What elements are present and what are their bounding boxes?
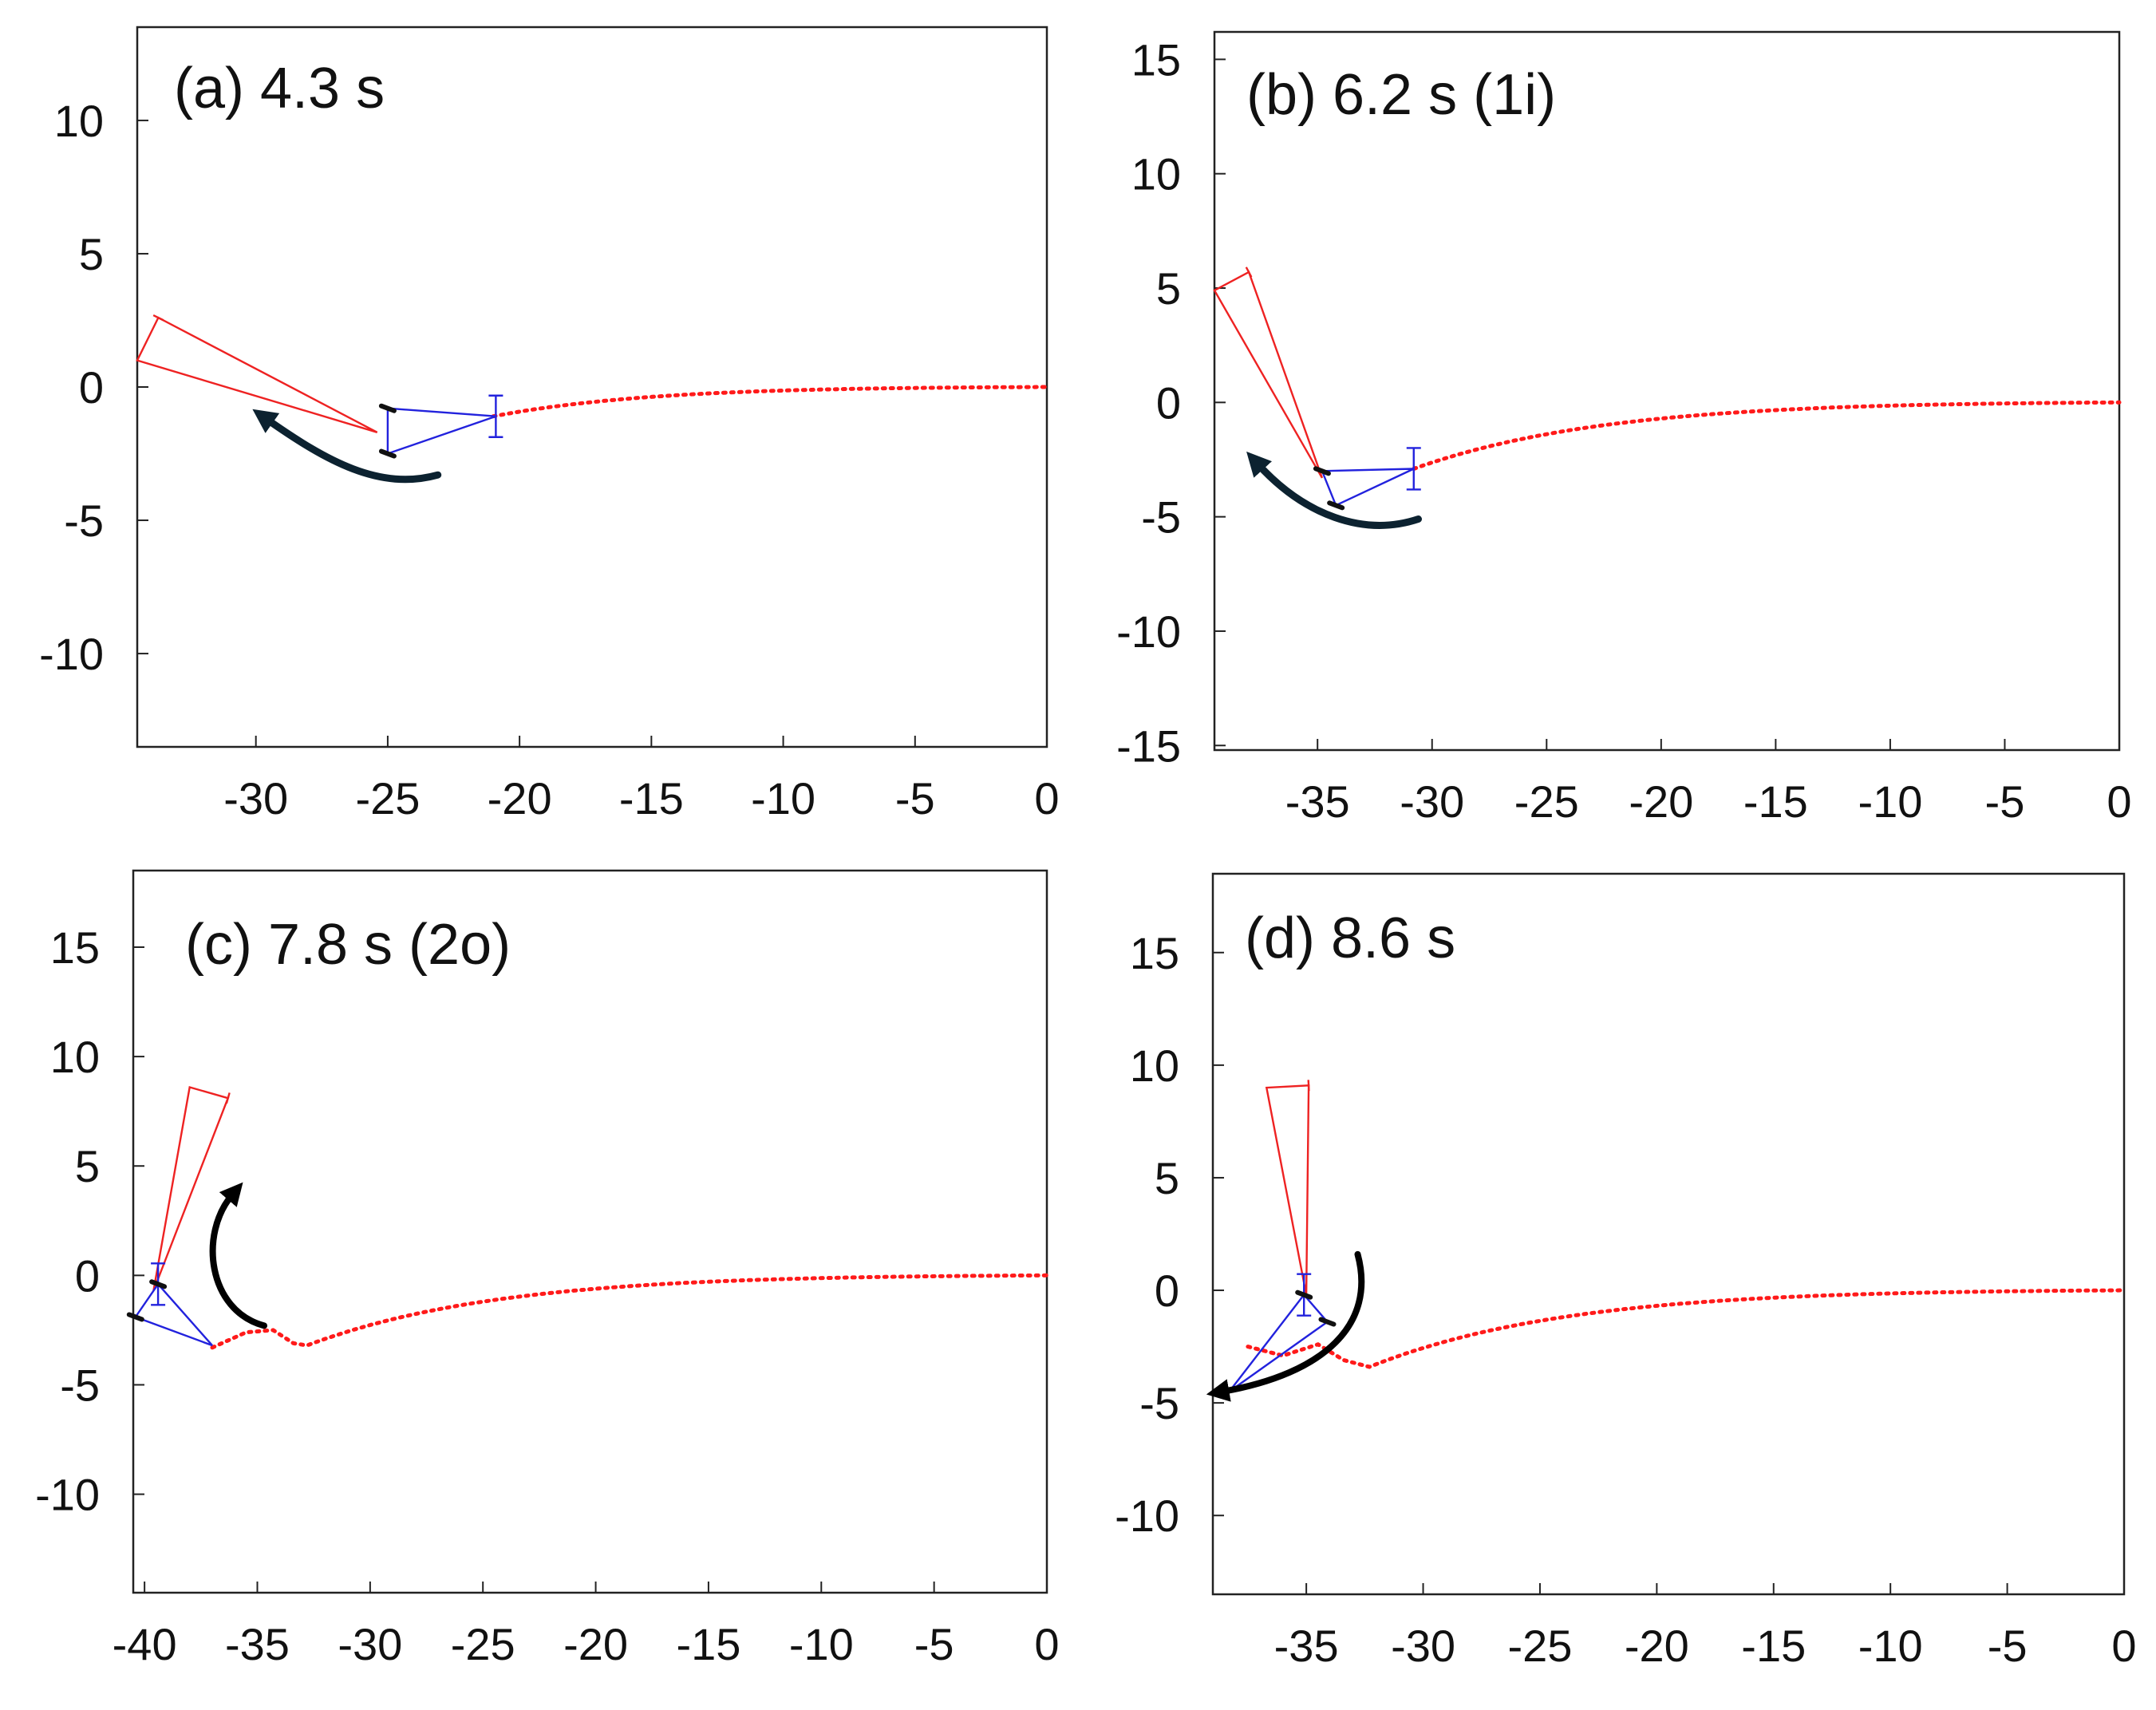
y-tick-label: 15 (1131, 34, 1181, 85)
x-tick-label: -5 (914, 1619, 954, 1669)
blue-link (1321, 468, 1415, 507)
x-tick-label: -10 (751, 773, 815, 823)
x-tick-label: -30 (223, 773, 288, 823)
joint-marker (126, 1312, 144, 1322)
x-tick-label: 0 (1034, 1619, 1059, 1669)
y-tick-label: 5 (79, 229, 104, 279)
joint-marker (378, 403, 397, 413)
x-tick-label: -40 (113, 1619, 177, 1669)
y-tick-label: -5 (60, 1360, 100, 1410)
joint-marker (1313, 466, 1331, 476)
blue-link (133, 1282, 213, 1347)
panel-c-title: (c) 7.8 s (2o) (185, 913, 511, 977)
joint-marker (1295, 1289, 1313, 1300)
x-tick-label: -20 (563, 1619, 628, 1669)
x-tick-label: -15 (1741, 1621, 1806, 1671)
joint-marker (378, 448, 397, 459)
x-tick-label: -15 (619, 773, 684, 823)
x-tick-label: -5 (1988, 1621, 2028, 1671)
x-tick-label: -25 (355, 773, 420, 823)
x-tick-label: -25 (1514, 776, 1579, 827)
y-tick-label: -10 (39, 629, 104, 679)
x-tick-label: -20 (488, 773, 552, 823)
y-tick-label: -5 (64, 496, 104, 546)
rotation-arrow-icon (1246, 451, 1422, 529)
rotation-arrow-icon (1206, 1250, 1365, 1402)
x-tick-label: -5 (1985, 776, 2025, 827)
y-tick-label: 0 (1155, 1266, 1179, 1316)
x-tick-label: 0 (2111, 1621, 2136, 1671)
y-tick-label: 0 (79, 362, 104, 413)
panel-a-title: (a) 4.3 s (174, 57, 385, 120)
panel-d: (d) 8.6 s -35 -30 -25 -20 -15 -10 -5 0 -10 -5 0 5 10… (1115, 872, 2137, 1671)
red-link (136, 316, 378, 433)
red-link (1265, 1084, 1310, 1295)
blue-link (386, 407, 496, 456)
y-tick-label: 10 (1130, 1041, 1179, 1091)
y-tick-label: -10 (35, 1470, 100, 1520)
x-tick-label: -10 (1858, 776, 1922, 827)
joint-marker (1327, 500, 1345, 511)
panel-b: (b) 6.2 s (1i) -35 -30 -25 -20 -15 -10 -5 0-15-… (1116, 30, 2132, 827)
y-tick-label: 15 (50, 922, 100, 973)
x-tick-label: -25 (451, 1619, 515, 1669)
x-tick-label: 0 (1034, 773, 1059, 823)
x-tick-label: -15 (1743, 776, 1808, 827)
red-link-cap (1245, 267, 1253, 278)
y-tick-label: -10 (1116, 606, 1181, 657)
y-tick-label: -10 (1115, 1491, 1179, 1541)
x-tick-label: -20 (1629, 776, 1693, 827)
x-tick-label: -30 (1400, 776, 1464, 827)
x-tick-label: -25 (1507, 1621, 1572, 1671)
panel-b-title: (b) 6.2 s (1i) (1246, 63, 1556, 127)
x-tick-label: -20 (1625, 1621, 1689, 1671)
x-tick-label: -10 (789, 1619, 854, 1669)
y-tick-label: 5 (1156, 263, 1181, 314)
x-tick-label: 0 (2107, 776, 2131, 827)
red-link-cap (225, 1092, 231, 1104)
y-tick-label: 10 (54, 96, 104, 146)
panel-c-frame (132, 869, 1048, 1594)
panel-c: (c) 7.8 s (2o) -40 -35 -30 -25 -20 -15 -10 -5 0 -… (35, 869, 1060, 1669)
x-tick-label: -35 (1274, 1621, 1339, 1671)
y-tick-label: -5 (1141, 492, 1181, 543)
y-tick-label: 5 (1155, 1153, 1179, 1203)
x-tick-label: -5 (895, 773, 935, 823)
red-link (152, 1085, 230, 1291)
rotation-arrow-icon (252, 409, 442, 484)
x-tick-label: -35 (1285, 776, 1350, 827)
y-tick-label: 0 (75, 1250, 100, 1301)
panel-d-title: (d) 8.6 s (1245, 906, 1455, 970)
x-tick-label: -35 (225, 1619, 290, 1669)
y-tick-label: 15 (1130, 928, 1179, 978)
x-tick-label: -15 (676, 1619, 740, 1669)
rotation-arrow-icon (209, 1182, 267, 1329)
panel-b-frame (1213, 30, 2121, 752)
trajectory-series (1246, 1288, 2126, 1369)
y-tick-label: 10 (1131, 149, 1181, 199)
y-tick-label: -15 (1116, 721, 1181, 771)
trajectory-series (491, 385, 1049, 419)
joint-marker (149, 1279, 168, 1289)
y-tick-label: 10 (50, 1032, 100, 1082)
y-tick-label: 0 (1156, 377, 1181, 428)
blue-link (1228, 1293, 1329, 1392)
red-link (1213, 271, 1324, 479)
x-tick-label: -10 (1858, 1621, 1923, 1671)
y-tick-label: -5 (1139, 1378, 1179, 1428)
red-link-cap (152, 314, 164, 322)
panel-d-frame (1211, 872, 2126, 1596)
trajectory-series (210, 1273, 1049, 1350)
y-tick-label: 5 (75, 1141, 100, 1191)
joint-marker (1318, 1317, 1337, 1327)
x-tick-label: -30 (1391, 1621, 1455, 1671)
x-tick-label: -30 (338, 1619, 402, 1669)
panel-a: (a) 4.3 s -30 -25 -20 -15 -10 -5 0 -10 -5 0 5 10 (39, 26, 1060, 823)
trajectory-series (1412, 400, 2122, 471)
